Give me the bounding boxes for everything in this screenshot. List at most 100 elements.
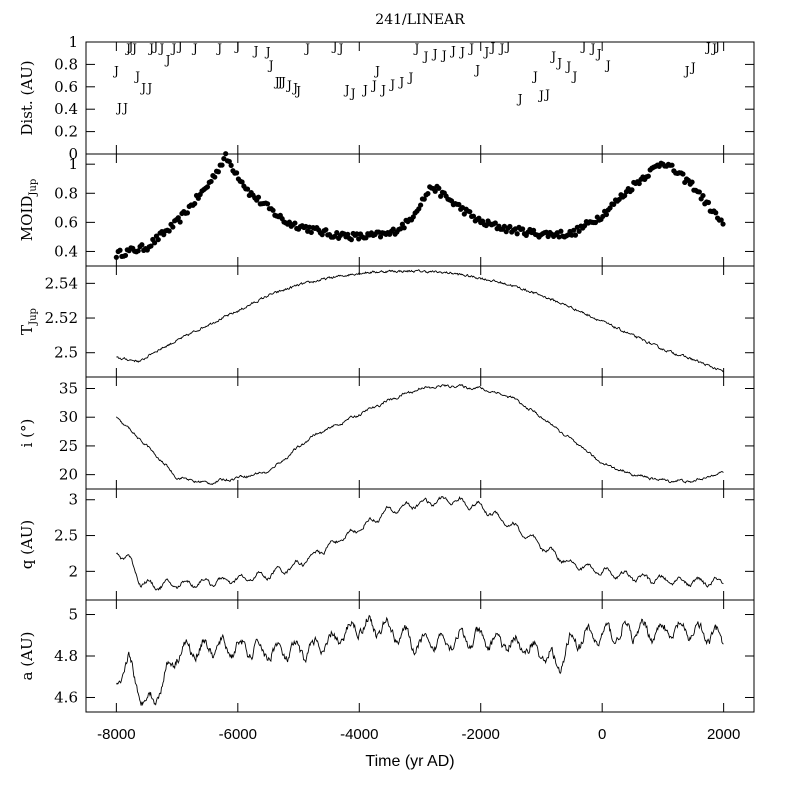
dist-marker: J [139, 81, 146, 95]
dist-marker: J [291, 81, 298, 95]
y-tick-label-moid: 0.8 [54, 184, 78, 202]
moid-point [636, 180, 642, 187]
moid-point [401, 225, 407, 231]
moid-point [581, 223, 588, 229]
y-tick-label-dist: 0.4 [54, 100, 78, 118]
x-tick-label: -4000 [340, 726, 378, 743]
moid-point [223, 151, 229, 157]
moid-point [611, 201, 617, 207]
dist-marker: J [589, 42, 596, 56]
dist-marker: J [482, 45, 489, 59]
y-tick-label-dist: 0.8 [54, 55, 78, 73]
moid-point [175, 215, 181, 221]
dist-marker: J [267, 58, 274, 72]
x-tick-label: -8000 [97, 726, 135, 743]
y-tick-label-incl: 25 [59, 437, 78, 455]
moid-point [270, 207, 276, 213]
dist-marker: J [704, 40, 711, 54]
y-tick-label-a: 5 [68, 606, 78, 624]
dist-marker: J [233, 39, 240, 53]
moid-point [264, 201, 271, 207]
dist-marker: J [388, 77, 395, 91]
dist-marker: J [543, 88, 550, 102]
moid-point [569, 232, 575, 238]
series-line-tjup [116, 269, 724, 373]
x-tick-label: -2000 [462, 726, 500, 743]
moid-point [438, 193, 444, 199]
moid-point [390, 226, 396, 232]
dist-marker: J [164, 53, 171, 67]
dist-marker: J [531, 70, 538, 84]
moid-point [700, 192, 706, 199]
dist-marker: J [431, 47, 438, 61]
moid-point [576, 228, 582, 234]
moid-point [135, 248, 141, 254]
moid-point [456, 201, 462, 208]
dist-marker: J [361, 83, 368, 97]
dist-marker: J [124, 42, 131, 56]
moid-point [607, 205, 613, 211]
moid-point [117, 247, 123, 253]
moid-point [255, 194, 262, 200]
y-tick-label-dist: 0.6 [54, 78, 78, 96]
dist-marker: J [127, 39, 134, 53]
moid-point [713, 210, 719, 216]
x-tick-label: 2000 [707, 726, 740, 743]
moid-point [363, 235, 369, 241]
moid-point [208, 178, 214, 185]
dist-marker: J [158, 42, 165, 56]
moid-point [184, 210, 191, 216]
y-tick-label-moid: 0.4 [54, 242, 78, 260]
moid-point [470, 213, 477, 219]
y-tick-label-incl: 30 [59, 408, 78, 426]
moid-point [308, 229, 314, 236]
series-line-incl [116, 383, 724, 486]
dist-marker: J [570, 70, 577, 84]
moid-point [436, 185, 442, 191]
dist-marker: J [303, 42, 310, 56]
moid-point [152, 240, 158, 246]
moid-point [204, 184, 211, 190]
dist-marker: J [145, 81, 152, 95]
moid-point [680, 171, 686, 177]
y-tick-label-a: 4.8 [54, 647, 78, 665]
y-tick-label-a: 4.6 [54, 688, 78, 706]
dist-marker: J [595, 47, 602, 61]
dist-marker: J [689, 61, 696, 75]
dist-marker: J [488, 40, 495, 54]
dist-marker: J [370, 79, 377, 93]
dist-marker: J [215, 42, 222, 56]
y-tick-label-moid: 1 [68, 155, 78, 173]
moid-point [334, 230, 340, 236]
series-line-q [116, 496, 724, 591]
y-tick-label-dist: 0.2 [54, 123, 78, 141]
moid-point [425, 191, 431, 197]
dist-marker: J [683, 64, 690, 78]
moid-point [212, 174, 218, 180]
moid-point [148, 243, 154, 249]
dist-marker: J [147, 42, 154, 56]
dist-marker: J [504, 39, 511, 53]
dist-marker: J [191, 42, 198, 56]
moid-point [629, 187, 635, 193]
moid-point [292, 220, 298, 226]
moid-point [720, 221, 726, 227]
moid-point [696, 189, 702, 195]
y-tick-label-q: 2.5 [54, 527, 78, 545]
moid-point [492, 220, 498, 226]
panel-a: 4.6 4.8 5 a (AU) [18, 599, 755, 713]
dist-marker: J [422, 49, 429, 63]
x-tick-label: 0 [598, 726, 606, 743]
moid-point [507, 223, 513, 230]
moid-point [345, 231, 351, 237]
dist-marker: J [349, 86, 356, 100]
moid-point [705, 199, 712, 206]
moid-point [139, 242, 145, 248]
moid-point [669, 162, 675, 168]
dist-marker: J [449, 44, 456, 58]
y-axis-label-dist: Dist. (AU) [18, 60, 36, 135]
y-axis-label-tjup: TJup [18, 308, 39, 335]
y-tick-label-incl: 20 [59, 466, 78, 484]
moid-point [215, 169, 221, 175]
